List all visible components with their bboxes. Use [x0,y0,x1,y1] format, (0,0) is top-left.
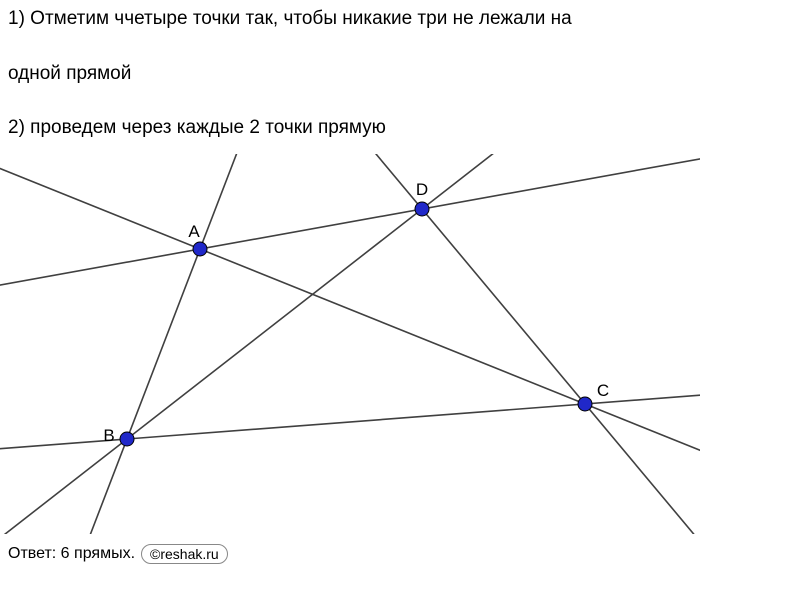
answer-text: Ответ: 6 прямых. [8,545,135,563]
line-CD [0,154,796,534]
point-label-D: D [416,180,428,199]
point-label-B: B [103,426,114,445]
point-D [415,202,429,216]
step-1-text-b: одной прямой [0,61,796,88]
diagram-container: A B C D [0,154,796,534]
point-C [578,397,592,411]
point-B [120,432,134,446]
line-AB [0,154,559,534]
geometry-diagram: A B C D [0,154,796,534]
line-BC [0,328,796,515]
point-label-A: A [188,222,200,241]
step-2-text: 2) проведем через каждые 2 точки прямую [0,115,796,142]
answer-row: Ответ: 6 прямых. ©reshak.ru [0,544,796,564]
copyright-badge: ©reshak.ru [141,544,228,564]
point-label-C: C [597,381,609,400]
line-AC [0,154,796,534]
line-BD [0,154,796,534]
step-1-text-a: 1) Отметим ччетыре точки так, чтобы ника… [0,6,796,33]
line-AD [0,154,796,426]
point-A [193,242,207,256]
